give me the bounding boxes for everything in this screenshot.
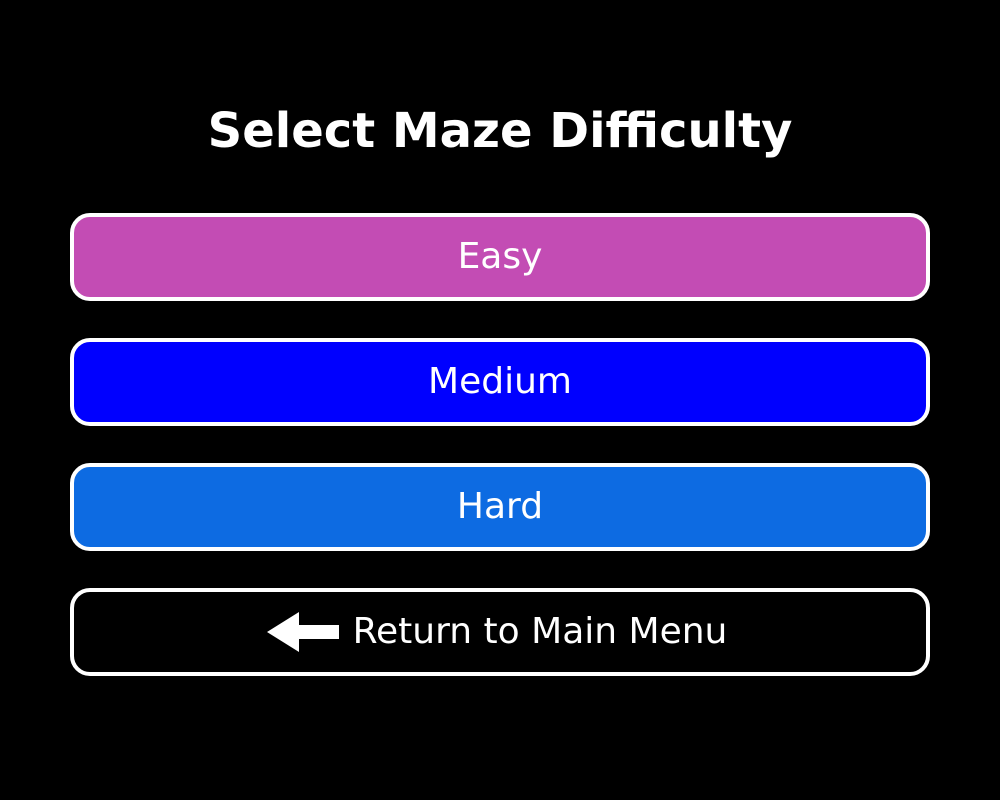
hard-button[interactable]: Hard xyxy=(70,463,930,551)
left-arrow-icon xyxy=(266,612,339,652)
return-to-main-menu-button[interactable]: Return to Main Menu xyxy=(70,588,930,676)
difficulty-menu: Easy Medium Hard Return to Main Menu xyxy=(70,213,930,713)
hard-button-label: Hard xyxy=(456,486,544,527)
easy-button-label: Easy xyxy=(457,236,543,277)
medium-button[interactable]: Medium xyxy=(70,338,930,426)
page-title: Select Maze Difficulty xyxy=(207,103,793,159)
return-button-label: Return to Main Menu xyxy=(352,611,728,652)
medium-button-label: Medium xyxy=(428,361,572,402)
easy-button[interactable]: Easy xyxy=(70,213,930,301)
